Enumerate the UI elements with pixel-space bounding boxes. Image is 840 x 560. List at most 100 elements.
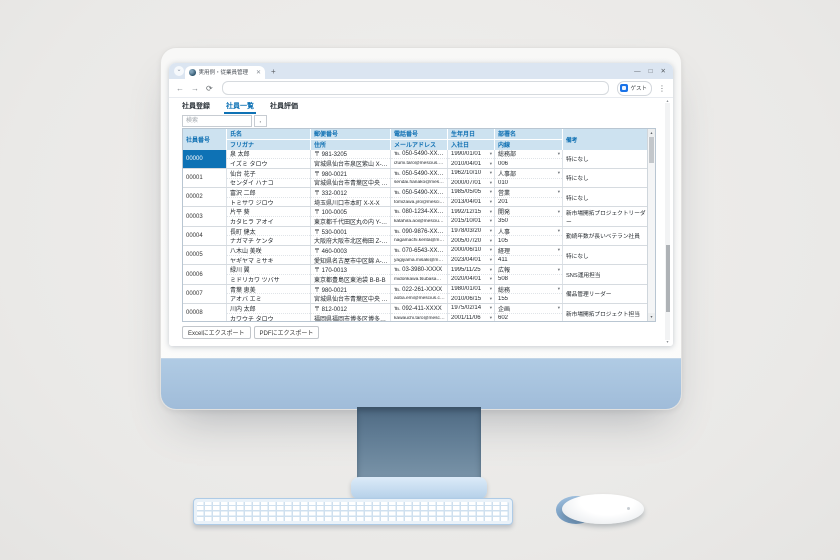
dates-cell[interactable]: 1975/02/14 ▾ 2001/11/06 ▾ xyxy=(448,304,495,321)
combo-arrow-icon[interactable]: ▾ xyxy=(489,237,492,243)
note-cell[interactable]: 特になし xyxy=(566,195,589,202)
birth-sub[interactable]: 1985/05/05 ▾ xyxy=(448,188,494,198)
email-sub[interactable]: midorikawa.tsubasa@mescius.com xyxy=(391,275,447,284)
column-header-0[interactable]: 社員番号 xyxy=(183,128,227,150)
name-cell[interactable]: 川内 太郎 カワウチ タロウ xyxy=(227,304,311,321)
dept-sub[interactable]: 総務部 ▾ xyxy=(495,150,562,160)
ext-sub[interactable]: 350 xyxy=(495,217,562,226)
dept-cell[interactable]: 広報 ▾ 508 xyxy=(495,265,563,284)
contact-cell[interactable]: ℡ 070-6543-XXXX yagiyama.misaki@mescius.c… xyxy=(391,246,448,265)
address-bar[interactable] xyxy=(221,81,609,95)
dept-sub[interactable]: 開発 ▾ xyxy=(495,207,562,218)
street-sub[interactable]: 愛知県名古屋市中区錦 A-A-A xyxy=(311,256,390,265)
postal-sub[interactable]: 〒 980-0021 xyxy=(311,169,390,179)
dept-sub[interactable]: 総務 ▾ xyxy=(495,285,562,295)
birth-sub[interactable]: 1978/03/20 ▾ xyxy=(448,227,494,237)
combo-arrow-icon[interactable]: ▾ xyxy=(557,208,560,214)
postal-sub[interactable]: 〒 460-0003 xyxy=(311,246,390,256)
email-sub[interactable]: kawauchi.taro@mescius.com xyxy=(391,314,447,321)
forward-icon[interactable]: → xyxy=(191,83,199,93)
name-cell[interactable]: 緑川 翼ミドリカワ ツバサ xyxy=(227,265,311,284)
hire-sub[interactable]: 2005/07/20 ▾ xyxy=(448,236,494,245)
kana-sub[interactable]: ヤギヤマ ミサキ xyxy=(227,256,310,265)
address-cell[interactable]: 〒 170-0013 東京都豊島区東池袋 B-B-B xyxy=(311,265,391,284)
row-header-cell[interactable]: 00000 xyxy=(183,149,227,168)
dates-cell[interactable]: 2000/06/10 ▾ 2023/04/01 ▾ xyxy=(448,246,495,265)
ext-sub[interactable]: 010 xyxy=(495,179,562,188)
contact-cell[interactable]: ℡ 080-1234-XXXX katahira.aoi@mescius.com xyxy=(391,207,448,226)
combo-arrow-icon[interactable]: ▾ xyxy=(557,150,560,156)
postal-sub[interactable]: 〒 980-0021 xyxy=(311,285,390,295)
note-cell[interactable]: 新市場開拓プロジェクトリーダー xyxy=(566,210,646,226)
birth-sub[interactable]: 1995/11/25 ▾ xyxy=(448,265,494,276)
name-sub[interactable]: 片平 葵 xyxy=(227,207,310,218)
new-tab-button[interactable]: + xyxy=(271,66,276,76)
combo-arrow-icon[interactable]: ▾ xyxy=(489,247,492,253)
combo-arrow-icon[interactable]: ▾ xyxy=(489,228,492,234)
name-cell[interactable]: 青葉 恵美 アオバ エミ xyxy=(227,284,311,304)
page-scroll-track[interactable] xyxy=(665,103,670,340)
phone-sub[interactable]: ℡ 092-411-XXXX xyxy=(391,304,447,314)
birth-sub[interactable]: 1962/10/10 ▾ xyxy=(448,169,494,179)
name-cell[interactable]: 富沢 二郎 トミサワ ジロウ xyxy=(227,188,311,207)
dept-cell[interactable]: 総務 ▾ 155 xyxy=(495,284,563,304)
dept-sub[interactable]: 企画 ▾ xyxy=(495,304,562,314)
street-sub[interactable]: 東京都豊島区東池袋 B-B-B xyxy=(311,275,390,284)
dept-sub[interactable]: 広報 ▾ xyxy=(495,265,562,276)
column-header-6[interactable]: 備考 xyxy=(563,129,647,150)
address-cell[interactable]: 〒 530-0001 大阪府大阪市北区梅田 Z-Z-Z xyxy=(311,226,391,246)
dept-sub[interactable]: 人事 ▾ xyxy=(495,227,562,237)
name-sub[interactable]: 緑川 翼 xyxy=(227,265,310,276)
combo-arrow-icon[interactable]: ▾ xyxy=(557,228,560,234)
dates-cell[interactable]: 1978/03/20 ▾ 2005/07/20 ▾ xyxy=(448,226,495,246)
combo-arrow-icon[interactable]: ▾ xyxy=(489,315,492,321)
ext-sub[interactable]: 155 xyxy=(495,294,562,303)
dates-cell[interactable]: 1992/12/15 ▾ 2015/10/01 ▾ xyxy=(448,207,495,226)
name-sub[interactable]: 川内 太郎 xyxy=(227,304,310,314)
dept-cell[interactable]: 総務部 ▾ 006 xyxy=(495,149,563,168)
name-cell[interactable]: 長町 健太 ナガマチ ケンタ xyxy=(227,226,311,246)
combo-arrow-icon[interactable]: ▾ xyxy=(489,286,492,292)
postal-sub[interactable]: 〒 812-0012 xyxy=(311,304,390,314)
dept-cell[interactable]: 人事 ▾ 105 xyxy=(495,226,563,246)
phone-sub[interactable]: ℡ 080-1234-XXXX xyxy=(391,207,447,218)
address-cell[interactable]: 〒 980-0021 宮城県仙台市青葉区中央 C-C-C xyxy=(311,284,391,304)
combo-arrow-icon[interactable]: ▾ xyxy=(557,247,560,253)
export-pdf-button[interactable]: PDFにエクスポート xyxy=(253,326,320,339)
row-header-cell[interactable]: 00005 xyxy=(183,246,227,265)
kana-sub[interactable]: ナガマチ ケンタ xyxy=(227,236,310,245)
row-header-cell[interactable]: 00002 xyxy=(183,188,227,207)
note-cell[interactable]: 特になし xyxy=(566,157,589,164)
address-cell[interactable]: 〒 460-0003 愛知県名古屋市中区錦 A-A-A xyxy=(311,246,391,265)
contact-cell[interactable]: ℡ 050-5490-XXXX tomizawa.jiro@mescius.com xyxy=(391,188,448,207)
hire-sub[interactable]: 2015/10/01 ▾ xyxy=(448,217,494,226)
hire-sub[interactable]: 2010/04/01 ▾ xyxy=(448,159,494,168)
email-sub[interactable]: nagamachi.kenta@mescius.com xyxy=(391,236,447,245)
contact-cell[interactable]: ℡ 050-5490-XXXX sendai.hanako@mescius.com xyxy=(391,168,448,188)
combo-arrow-icon[interactable]: ▾ xyxy=(489,150,492,156)
column-header-2[interactable]: 郵便番号 住所 xyxy=(311,128,391,150)
page-scrollbar[interactable]: ▲ ▼ xyxy=(665,99,670,344)
hire-sub[interactable]: 2013/04/01 ▾ xyxy=(448,198,494,207)
column-header-3[interactable]: 電話番号 メールアドレス xyxy=(391,128,448,150)
search-input[interactable] xyxy=(182,115,252,127)
ext-sub[interactable]: 602 xyxy=(495,314,562,320)
row-header-cell[interactable]: 00007 xyxy=(183,284,227,304)
kana-sub[interactable]: カワウチ タロウ xyxy=(227,314,310,321)
minimize-button[interactable]: — xyxy=(634,67,641,75)
email-sub[interactable]: izumi.taro@mescius.com xyxy=(391,159,447,168)
combo-arrow-icon[interactable]: ▾ xyxy=(557,286,560,292)
kana-sub[interactable]: カタヒラ アオイ xyxy=(227,217,310,226)
tab-search-icon[interactable]: ⌄ xyxy=(174,66,184,76)
ext-sub[interactable]: 006 xyxy=(495,159,562,168)
phone-sub[interactable]: ℡ 050-5490-XXXX xyxy=(391,169,447,179)
dates-cell[interactable]: 1990/01/01 ▾ 2010/04/01 ▾ xyxy=(448,149,495,168)
name-sub[interactable]: 八木山 美咲 xyxy=(227,246,310,256)
address-cell[interactable]: 〒 100-0005 東京都千代田区丸の内 Y-Y-Y xyxy=(311,207,391,226)
dept-cell[interactable]: 企画 ▾ 602 xyxy=(495,304,563,321)
dept-sub[interactable]: 人事部 ▾ xyxy=(495,169,562,179)
column-header-5[interactable]: 部署名 内線 xyxy=(495,128,563,150)
address-cell[interactable]: 〒 980-0021 宮城県仙台市青葉区中央 X-X-X xyxy=(311,168,391,188)
name-sub[interactable]: 長町 健太 xyxy=(227,227,310,237)
maximize-button[interactable]: □ xyxy=(648,67,653,75)
